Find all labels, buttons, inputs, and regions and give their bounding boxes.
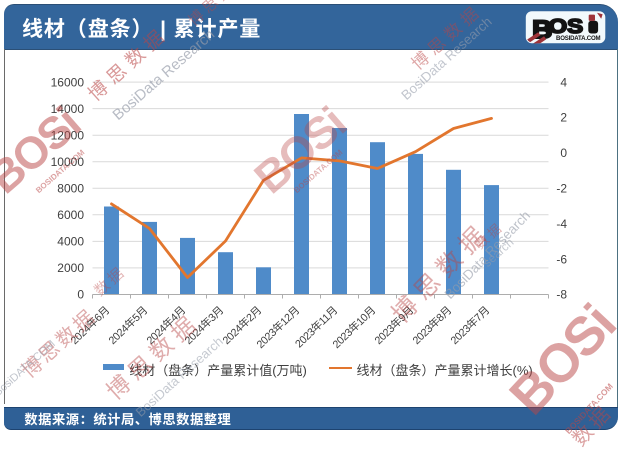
svg-text:12000: 12000 bbox=[51, 128, 85, 142]
svg-text:-2: -2 bbox=[556, 182, 567, 196]
svg-text:4000: 4000 bbox=[57, 235, 84, 249]
svg-text:2023年9月: 2023年9月 bbox=[371, 303, 416, 347]
svg-text:8000: 8000 bbox=[57, 182, 84, 196]
svg-text:4: 4 bbox=[560, 75, 567, 89]
svg-text:BOSIDATA.COM: BOSIDATA.COM bbox=[556, 35, 601, 42]
svg-text:-6: -6 bbox=[556, 252, 567, 266]
svg-text:OS: OS bbox=[548, 15, 583, 38]
svg-text:2023年7月: 2023年7月 bbox=[447, 303, 492, 347]
svg-text:2024年6月: 2024年6月 bbox=[67, 303, 112, 347]
svg-text:14000: 14000 bbox=[51, 102, 85, 116]
svg-text:10000: 10000 bbox=[51, 155, 85, 169]
svg-text:16000: 16000 bbox=[51, 75, 85, 89]
svg-text:0: 0 bbox=[560, 146, 567, 160]
svg-text:2024年3月: 2024年3月 bbox=[181, 303, 226, 347]
svg-text:0: 0 bbox=[77, 288, 84, 302]
svg-text:2000: 2000 bbox=[57, 261, 84, 275]
svg-text:-4: -4 bbox=[556, 217, 567, 231]
svg-text:2024年4月: 2024年4月 bbox=[143, 303, 188, 347]
svg-text:2: 2 bbox=[560, 111, 567, 125]
svg-text:2024年5月: 2024年5月 bbox=[105, 303, 150, 347]
svg-text:2023年8月: 2023年8月 bbox=[409, 303, 454, 347]
svg-text:6000: 6000 bbox=[57, 208, 84, 222]
svg-text:-8: -8 bbox=[556, 288, 567, 302]
